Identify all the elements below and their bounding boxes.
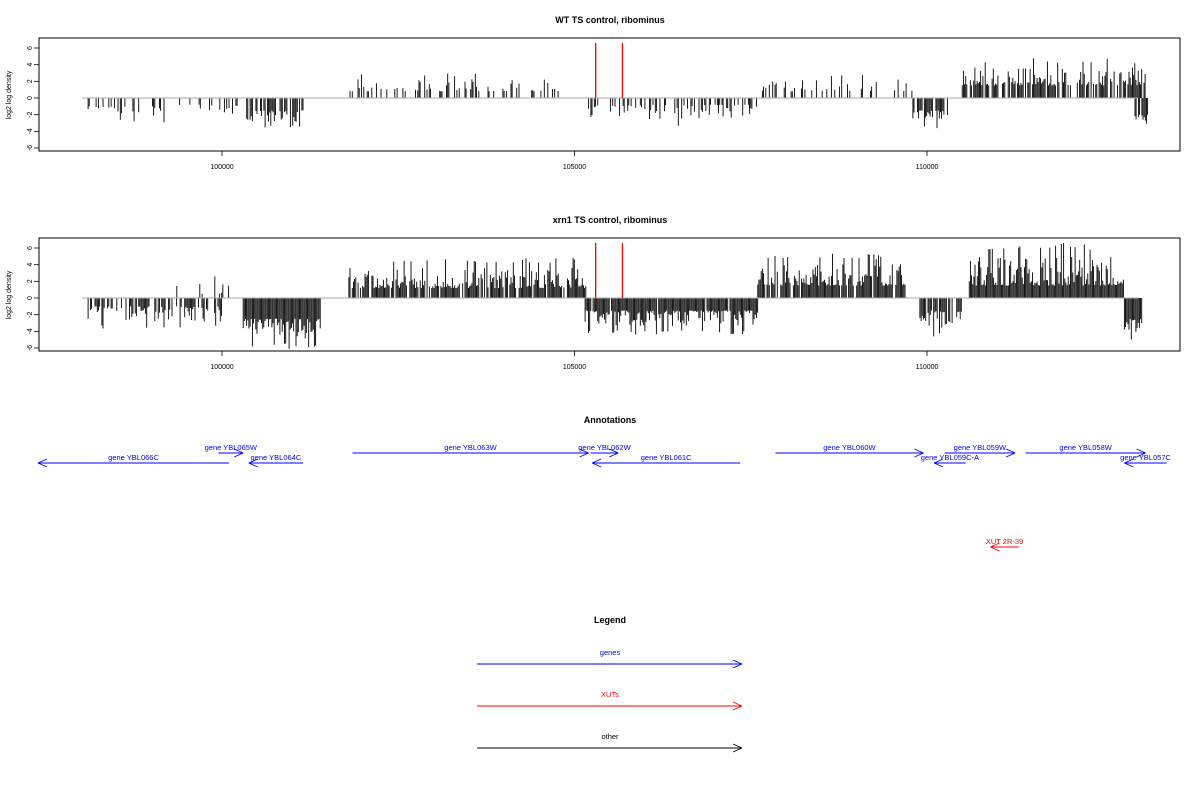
legend-title: Legend xyxy=(594,615,626,625)
xrn1-red-markers xyxy=(595,243,624,298)
feature-label: gene YBL057C xyxy=(1120,453,1171,462)
legend: Legend genes XUTs other xyxy=(477,615,743,753)
feature-label: gene YBL065W xyxy=(205,443,258,452)
legend-entry: other xyxy=(477,732,743,753)
wt-y-axis: 6 4 2 0 -2 -4 -6 xyxy=(27,46,39,151)
feature-label: gene YBL066C xyxy=(108,453,159,462)
y-tick-label: 4 xyxy=(27,263,34,267)
xrn1-y-axis-label: log2 log density xyxy=(6,270,13,319)
legend-label: XUTs xyxy=(601,690,619,699)
y-tick-label: -2 xyxy=(27,311,34,317)
xrn1-x-axis: 100000 105000 110000 xyxy=(210,351,939,371)
y-tick-label: 4 xyxy=(27,63,34,67)
wt-red-markers xyxy=(595,43,624,98)
feature-label: gene YBL063W xyxy=(444,443,497,452)
wt-plot-frame xyxy=(38,37,1181,152)
feature-label: gene YBL062W xyxy=(578,443,631,452)
y-tick-label: 2 xyxy=(27,79,34,83)
legend-label: other xyxy=(601,732,619,741)
feature-label: gene YBL064C xyxy=(251,453,302,462)
gene-feature: gene YBL065W xyxy=(205,443,258,458)
legend-label: genes xyxy=(600,648,621,657)
x-tick-label: 105000 xyxy=(563,364,586,371)
x-tick-label: 105000 xyxy=(563,164,586,171)
wt-y-axis-label: log2 log density xyxy=(6,70,13,119)
y-tick-label: 0 xyxy=(27,296,34,300)
gene-feature: gene YBL059W xyxy=(944,443,1016,458)
xrn1-plot-frame xyxy=(38,237,1181,352)
y-tick-label: 2 xyxy=(27,279,34,283)
y-tick-label: -6 xyxy=(27,345,34,351)
gene-feature: gene YBL059C-A xyxy=(921,453,979,468)
wt-density-bars xyxy=(87,58,1149,129)
legend-entry: XUTs xyxy=(477,690,743,711)
xut-feature: XUT 2R-39 xyxy=(986,537,1023,552)
xrn1-density-bars xyxy=(87,243,1143,349)
y-tick-label: -2 xyxy=(27,111,34,117)
gene-feature: gene YBL066C xyxy=(37,453,230,468)
xrn1-y-axis: 6 4 2 0 -2 -4 -6 xyxy=(27,246,39,351)
gene-feature: gene YBL060W xyxy=(775,443,924,458)
legend-entry: genes xyxy=(477,648,743,669)
wt-panel-title: WT TS control, ribominus xyxy=(555,15,665,25)
x-tick-label: 110000 xyxy=(916,164,939,171)
y-tick-label: -6 xyxy=(27,145,34,151)
x-tick-label: 100000 xyxy=(210,164,233,171)
x-tick-label: 110000 xyxy=(916,364,939,371)
feature-label: gene YBL059C-A xyxy=(921,453,979,462)
y-tick-label: -4 xyxy=(27,328,34,334)
gene-feature: gene YBL057C xyxy=(1120,453,1171,468)
xrn1-panel-title: xrn1 TS control, ribominus xyxy=(553,215,668,225)
gene-feature: gene YBL058W xyxy=(1025,443,1146,458)
gene-feature: gene YBL061C xyxy=(591,453,741,468)
y-tick-label: 6 xyxy=(27,246,34,250)
wt-x-axis: 100000 105000 110000 xyxy=(210,151,939,171)
gene-feature: gene YBL063W xyxy=(352,443,589,458)
feature-label: XUT 2R-39 xyxy=(986,537,1023,546)
y-tick-label: -4 xyxy=(27,128,34,134)
feature-label: gene YBL061C xyxy=(641,453,692,462)
gene-feature: gene YBL064C xyxy=(248,453,304,468)
x-tick-label: 100000 xyxy=(210,364,233,371)
legend-items: genes XUTs other xyxy=(477,648,743,753)
feature-label: gene YBL058W xyxy=(1059,443,1112,452)
xrn1-density-panel: xrn1 TS control, ribominus log2 log dens… xyxy=(6,215,1181,371)
feature-label: gene YBL060W xyxy=(823,443,876,452)
feature-label: gene YBL059W xyxy=(954,443,1007,452)
gene-feature: gene YBL062W xyxy=(578,443,632,458)
y-tick-label: 6 xyxy=(27,46,34,50)
y-tick-label: 0 xyxy=(27,96,34,100)
wt-density-panel: WT TS control, ribominus log2 log densit… xyxy=(6,15,1181,171)
annotations-title: Annotations xyxy=(584,415,637,425)
